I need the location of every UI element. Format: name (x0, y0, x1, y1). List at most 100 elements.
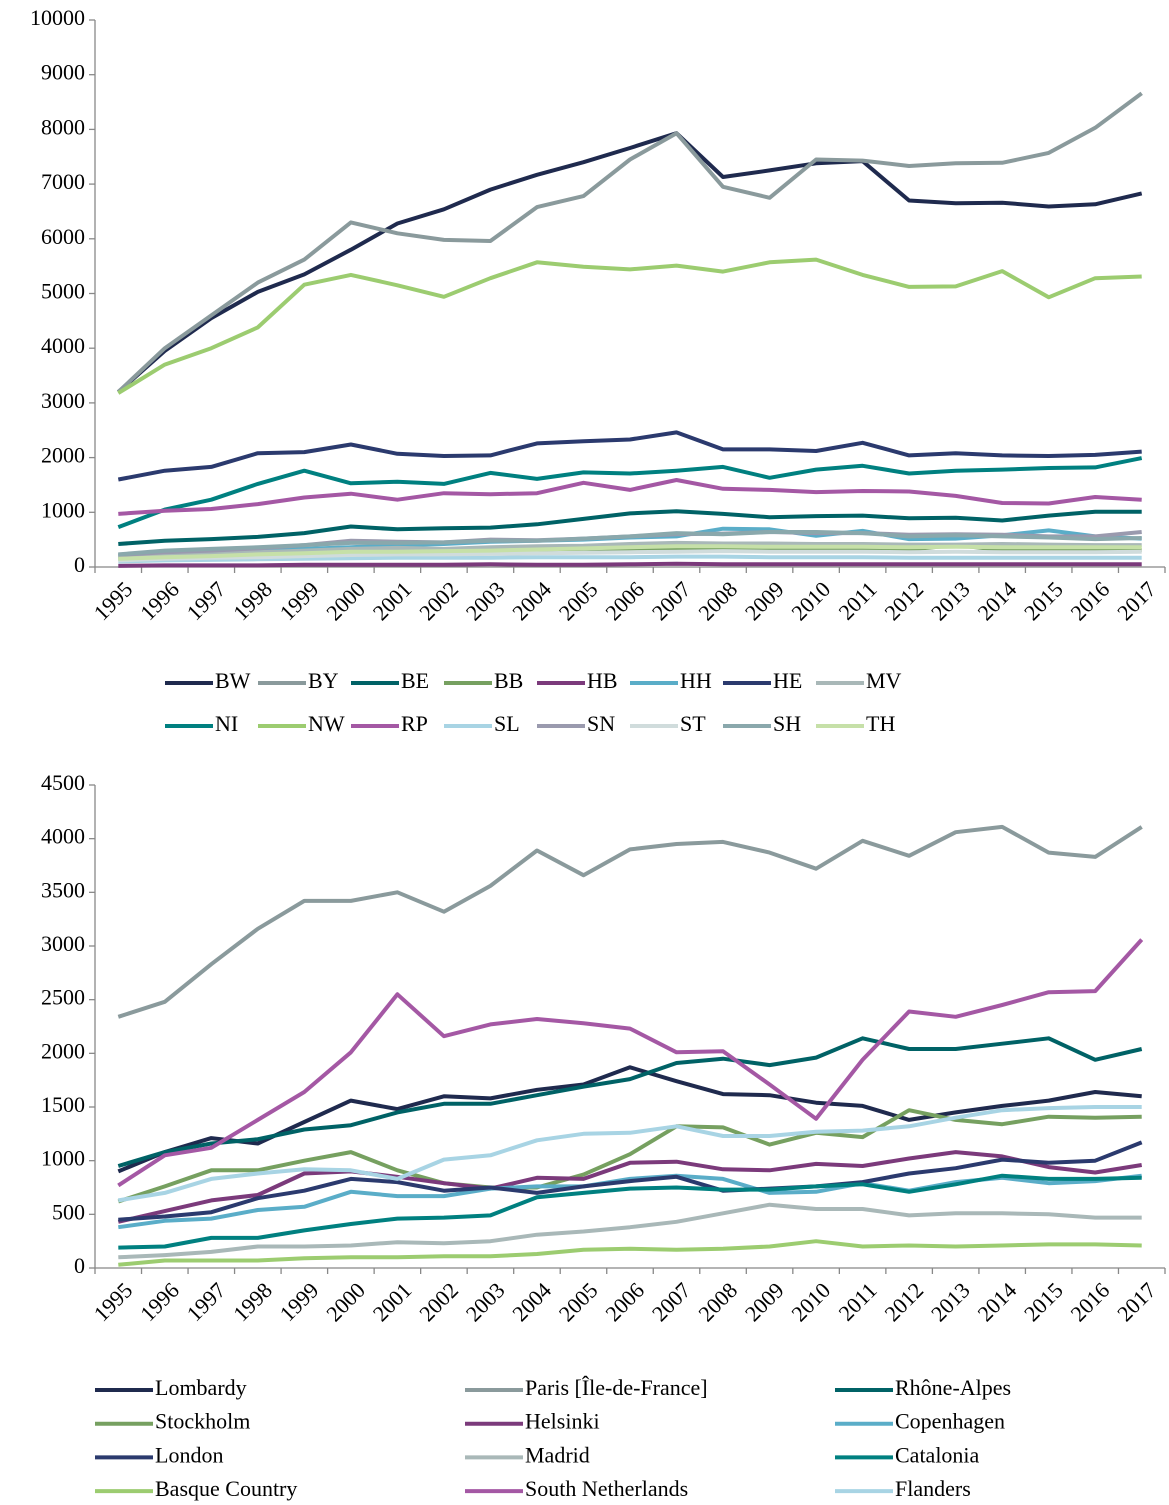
legend-label: Lombardy (155, 1375, 247, 1400)
legend-label: ST (680, 711, 706, 736)
legend-label: Helsinki (525, 1409, 600, 1434)
legend-label: Catalonia (895, 1442, 980, 1467)
y-tick-label: 1000 (41, 1146, 85, 1171)
legend-label: HE (773, 668, 802, 693)
y-tick-label: 3500 (41, 877, 85, 902)
y-tick-label: 500 (52, 1199, 85, 1224)
series-line (117, 430, 1142, 482)
y-tick-label: 1500 (41, 1092, 85, 1117)
x-tick-label: 2006 (600, 1277, 649, 1326)
x-tick-label: 2015 (1019, 1277, 1068, 1326)
y-tick-label: 3000 (41, 931, 85, 956)
x-tick-label: 1997 (182, 1277, 231, 1326)
series-line (117, 257, 1142, 395)
y-tick-label: 0 (74, 552, 85, 577)
legend-label: NI (215, 711, 238, 736)
legend-label: MV (866, 668, 902, 693)
y-tick-label: 7000 (41, 169, 85, 194)
series-line (117, 1108, 1142, 1204)
series-line (118, 1173, 1142, 1230)
x-tick-label: 2006 (600, 576, 649, 625)
series-line (117, 1065, 1142, 1174)
y-tick-label: 8000 (41, 114, 85, 139)
y-tick-label: 1000 (41, 497, 85, 522)
x-tick-label: 2002 (414, 576, 463, 625)
series-line (117, 938, 1144, 1188)
legend-label: Basque Country (155, 1476, 297, 1501)
y-tick-label: 4000 (41, 824, 85, 849)
x-tick-label: 2009 (740, 576, 789, 625)
x-tick-label: 2010 (786, 1277, 835, 1326)
y-tick-label: 10000 (30, 5, 85, 30)
legend-label: NW (308, 711, 345, 736)
series-line (118, 549, 1142, 563)
series-line (118, 1173, 1142, 1250)
series-line (118, 544, 1142, 561)
x-tick-label: 2011 (833, 1277, 881, 1325)
y-tick-label: 0 (74, 1253, 85, 1278)
x-tick-label: 2003 (461, 1277, 510, 1326)
x-tick-label: 2013 (926, 1277, 975, 1326)
legend-label: BW (215, 668, 251, 693)
x-tick-label: 2017 (1112, 576, 1161, 625)
x-tick-label: 2004 (507, 1277, 556, 1326)
x-tick-label: 2001 (368, 1277, 417, 1326)
legend-label: Madrid (525, 1442, 590, 1467)
y-tick-label: 4500 (41, 770, 85, 795)
x-tick-label: 2007 (647, 1277, 696, 1326)
x-tick-label: 1996 (135, 576, 184, 625)
legend-label: SN (587, 711, 615, 736)
legend-label: TH (866, 711, 895, 736)
series-line (118, 1202, 1142, 1260)
x-tick-label: 2008 (693, 576, 742, 625)
x-tick-label: 2012 (879, 1277, 928, 1326)
legend-label: Flanders (895, 1476, 971, 1501)
x-tick-label: 2016 (1066, 576, 1115, 625)
series-line (117, 1105, 1142, 1203)
x-tick-label: 1998 (228, 576, 277, 625)
y-tick-label: 2000 (41, 1038, 85, 1063)
series-line (118, 530, 1142, 557)
series-line (118, 1140, 1143, 1222)
x-tick-label: 2003 (461, 576, 510, 625)
x-tick-label: 2005 (554, 1277, 603, 1326)
series-line (117, 1036, 1143, 1168)
x-tick-label: 1995 (89, 1277, 138, 1326)
x-tick-label: 2000 (321, 1277, 370, 1326)
x-tick-label: 2002 (414, 1277, 463, 1326)
series-line (118, 509, 1142, 546)
legend-label: HH (680, 668, 712, 693)
series-line (117, 824, 1143, 1019)
y-tick-label: 2000 (41, 443, 85, 468)
series-line (118, 1239, 1142, 1267)
x-tick-label: 1999 (275, 1277, 324, 1326)
y-tick-label: 4000 (41, 333, 85, 358)
x-tick-label: 2009 (740, 1277, 789, 1326)
legend-label: Paris [Île-de-France] (525, 1375, 708, 1400)
x-tick-label: 2010 (786, 576, 835, 625)
x-tick-label: 2013 (926, 576, 975, 625)
series-line (117, 456, 1143, 529)
x-tick-label: 2017 (1112, 1277, 1161, 1326)
legend-label: London (155, 1442, 223, 1467)
x-tick-label: 1997 (182, 576, 231, 625)
series-line (118, 540, 1142, 559)
x-tick-label: 1995 (89, 576, 138, 625)
x-tick-label: 2014 (972, 576, 1021, 625)
y-tick-label: 2500 (41, 985, 85, 1010)
legend-label: Copenhagen (895, 1409, 1005, 1434)
x-tick-label: 2005 (554, 576, 603, 625)
y-tick-label: 6000 (41, 224, 85, 249)
series-line (116, 91, 1143, 394)
y-tick-label: 3000 (41, 388, 85, 413)
legend-label: BE (401, 668, 429, 693)
series-line (116, 131, 1143, 394)
x-tick-label: 2011 (833, 576, 881, 624)
x-tick-label: 2012 (879, 576, 928, 625)
x-tick-label: 2008 (693, 1277, 742, 1326)
legend-label: BB (494, 668, 523, 693)
series-line (117, 1150, 1143, 1224)
y-tick-label: 9000 (41, 60, 85, 85)
x-tick-label: 2007 (647, 576, 696, 625)
